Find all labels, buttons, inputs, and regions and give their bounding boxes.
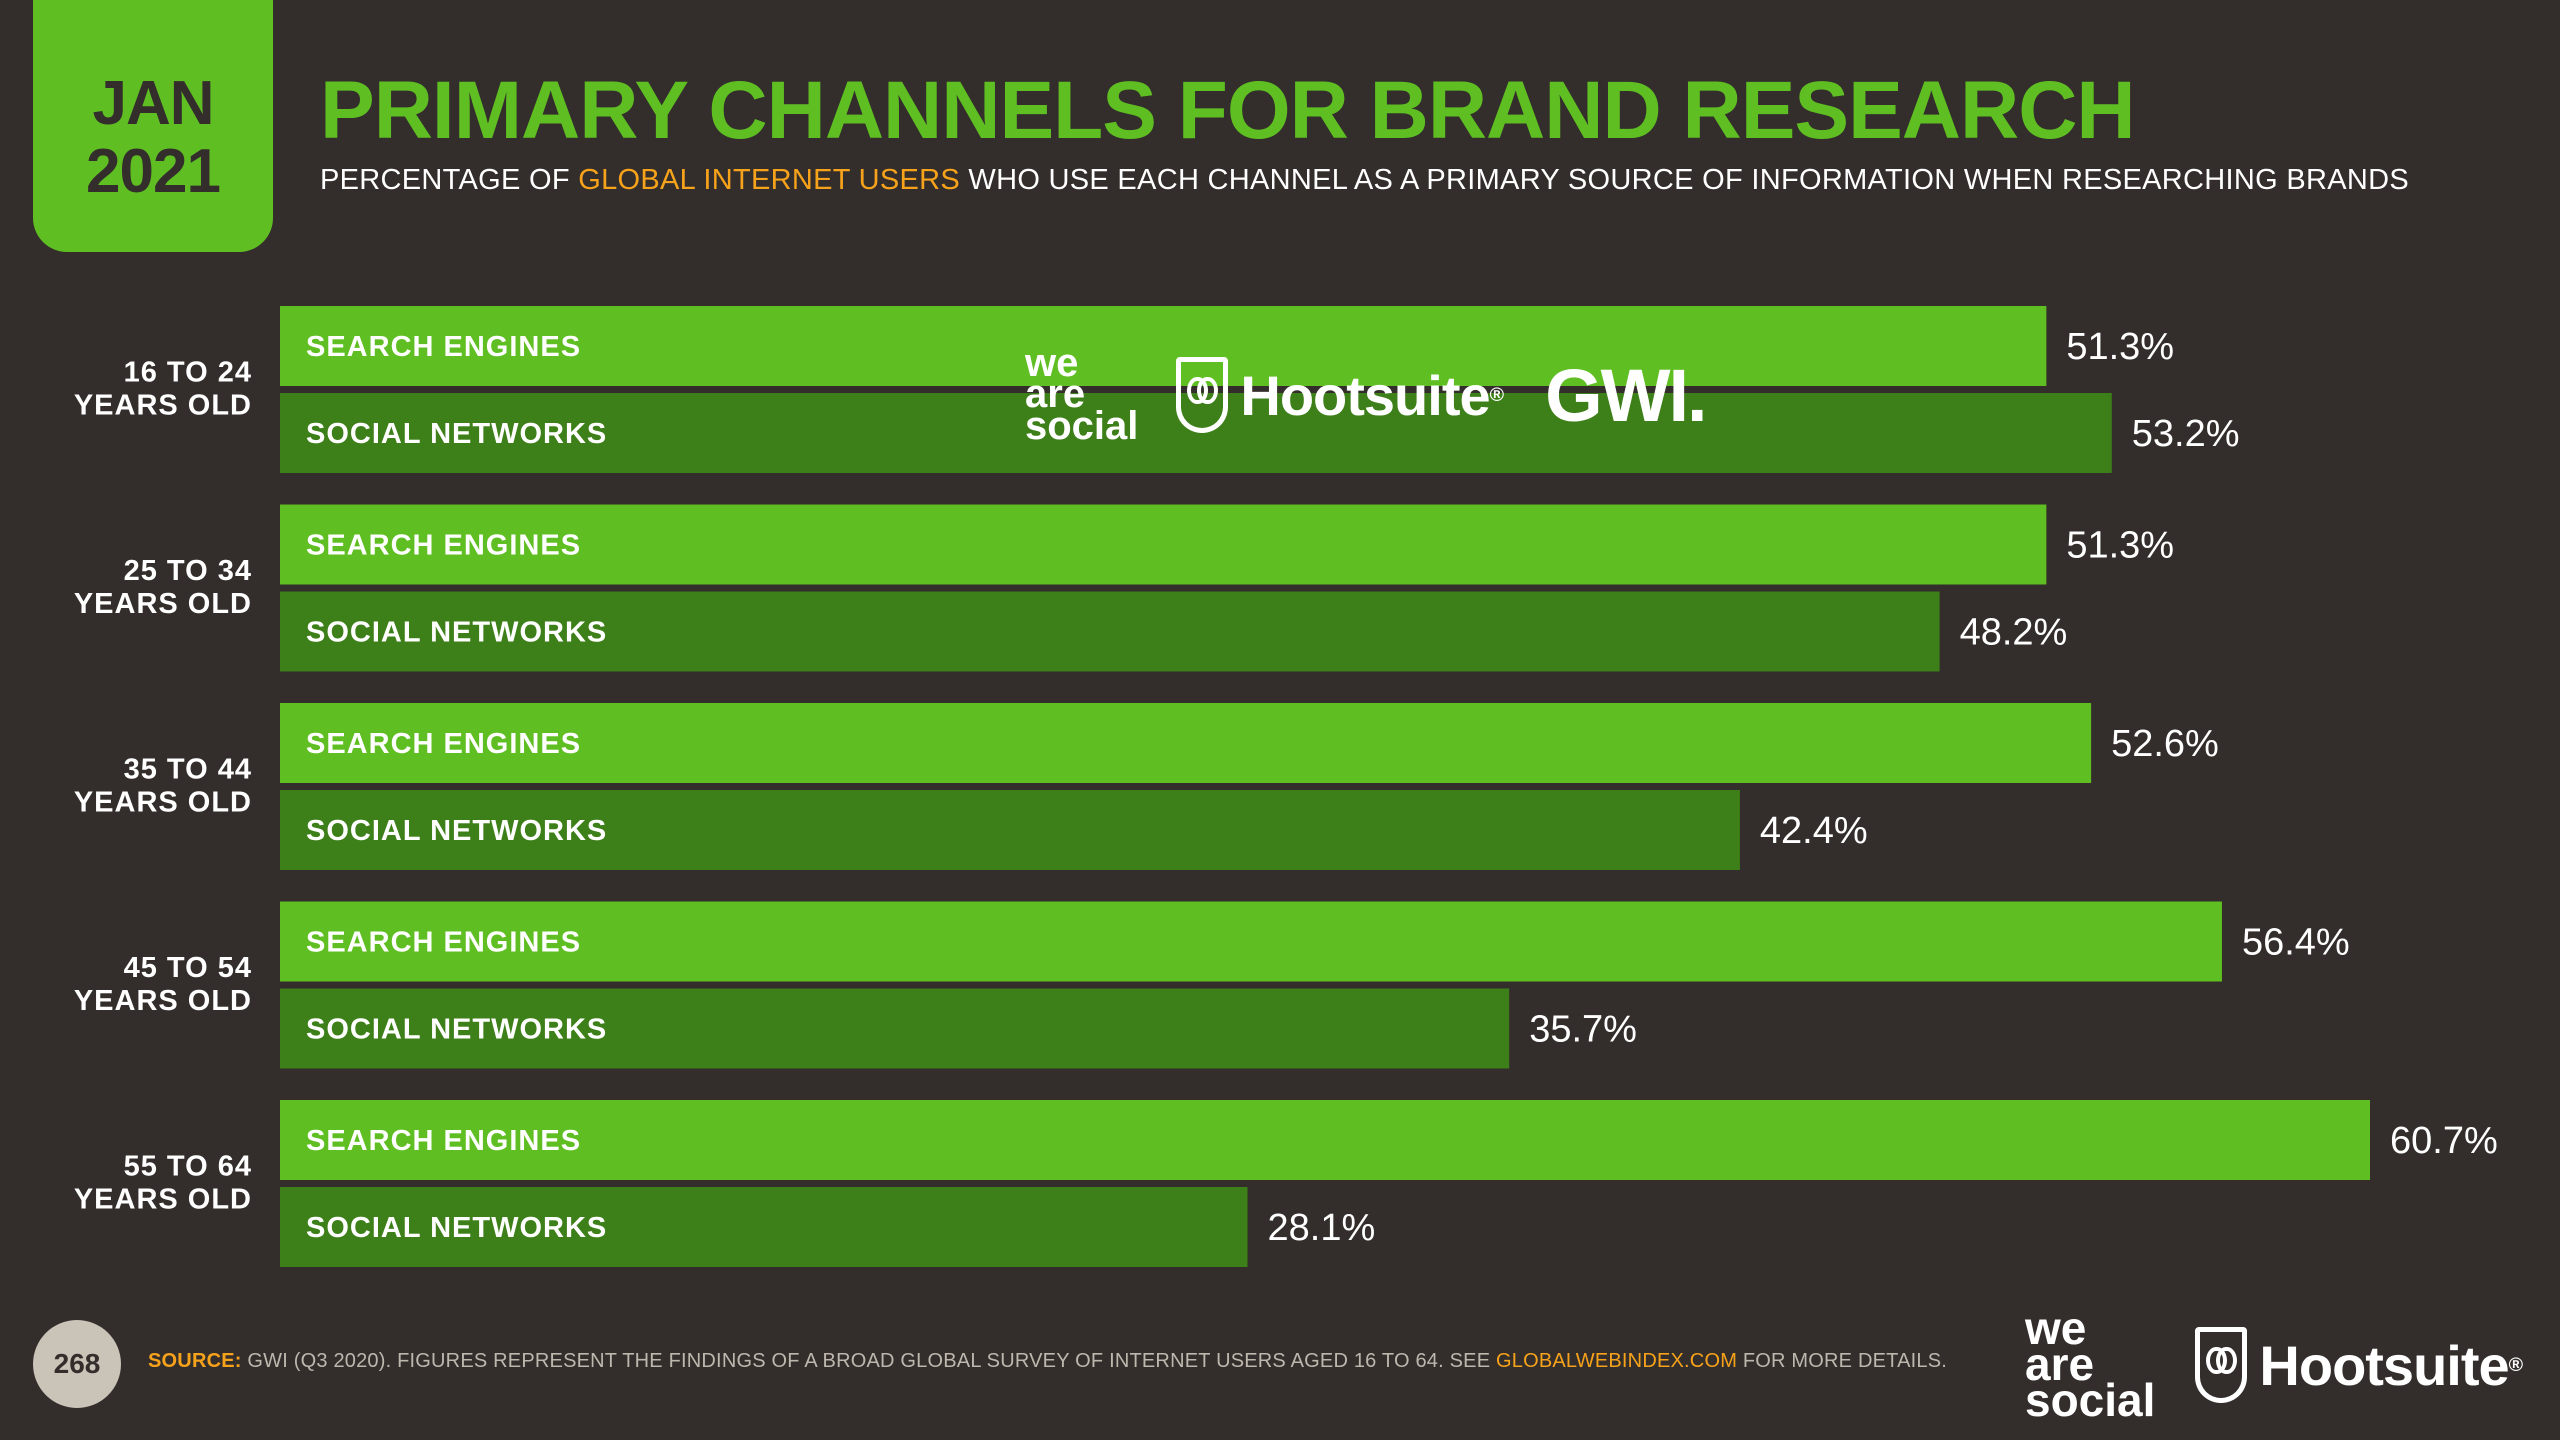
subtitle-pre: PERCENTAGE OF (320, 164, 579, 196)
category-label: 16 TO 24 (124, 357, 252, 389)
footer-logos: we are social Hootsuite ® (2025, 1305, 2523, 1423)
category-label: YEARS OLD (74, 985, 252, 1017)
source-label: SOURCE: (148, 1350, 242, 1372)
subtitle-highlight: GLOBAL INTERNET USERS (578, 164, 961, 196)
source-link[interactable]: GLOBALWEBINDEX.COM (1496, 1350, 1738, 1372)
page-title: PRIMARY CHANNELS FOR BRAND RESEARCH (320, 65, 2136, 156)
source-tail: FOR MORE DETAILS. (1737, 1350, 1947, 1372)
bar-series-label: SEARCH ENGINES (306, 530, 581, 562)
gwi-logo: GWI. (1545, 353, 1708, 437)
bar-series-label: SOCIAL NETWORKS (306, 418, 607, 450)
data-label: 42.4% (1760, 810, 1868, 852)
bar-series-label: SEARCH ENGINES (306, 728, 581, 760)
page-number: 268 (33, 1320, 121, 1408)
logo-word-social: social (1025, 403, 1139, 448)
bar-series-label: SOCIAL NETWORKS (306, 1014, 607, 1046)
source-note: SOURCE: GWI (Q3 2020). FIGURES REPRESENT… (148, 1350, 1947, 1373)
data-label: 60.7% (2390, 1120, 2498, 1162)
data-label: 56.4% (2242, 922, 2350, 964)
logo-word-are: are (1025, 372, 1086, 417)
footer-owl-icon (2195, 1327, 2248, 1403)
category-label: YEARS OLD (74, 787, 252, 819)
we-are-social-footer-logo: we are social (2025, 1302, 2156, 1426)
logo-word-we: we (1025, 341, 1079, 386)
bar-series-label: SOCIAL NETWORKS (306, 815, 607, 847)
data-label: 48.2% (1960, 612, 2068, 654)
owl-icon (1176, 357, 1229, 433)
subtitle-post: WHO USE EACH CHANNEL AS A PRIMARY SOURCE… (960, 164, 2410, 196)
badge-month: JAN (92, 69, 214, 138)
page-subtitle: PERCENTAGE OF GLOBAL INTERNET USERS WHO … (320, 164, 2409, 197)
data-label: 52.6% (2111, 723, 2219, 765)
data-label: 51.3% (2066, 525, 2174, 567)
data-label: 35.7% (1529, 1009, 1637, 1051)
bar-search (280, 1100, 2370, 1180)
source-text: GWI (Q3 2020). FIGURES REPRESENT THE FIN… (241, 1350, 1497, 1372)
bar-social (280, 591, 1940, 672)
bar-series-label: SEARCH ENGINES (306, 1125, 581, 1157)
hootsuite-logo: Hootsuite ® (1176, 357, 1504, 433)
bar-social (280, 1187, 1248, 1267)
category-label: 25 TO 34 (124, 555, 252, 587)
bar-series-label: SEARCH ENGINES (306, 927, 581, 959)
footer-logo-word-are: are (2025, 1338, 2095, 1391)
category-label: YEARS OLD (74, 1184, 252, 1216)
badge-year: 2021 (86, 137, 221, 206)
footer-hootsuite-wordmark: Hootsuite (2259, 1333, 2509, 1397)
date-badge: JAN 2021 (33, 0, 273, 252)
hootsuite-footer-logo: Hootsuite ® (2195, 1327, 2523, 1403)
bar-search (280, 703, 2092, 783)
hootsuite-wordmark: Hootsuite (1240, 363, 1490, 427)
bar-social (280, 988, 1510, 1069)
category-label: YEARS OLD (74, 588, 252, 620)
brand-logos-overlay: we are social Hootsuite ® GWI. (1025, 340, 1708, 450)
category-label: 35 TO 44 (124, 754, 252, 786)
bar-series-label: SOCIAL NETWORKS (306, 1212, 607, 1244)
data-label: 53.2% (2132, 413, 2240, 455)
category-label: YEARS OLD (74, 390, 252, 422)
data-label: 51.3% (2066, 326, 2174, 368)
bar-search (280, 504, 2047, 585)
data-label: 28.1% (1268, 1207, 1376, 1249)
category-label: 45 TO 54 (124, 952, 252, 984)
bar-social (280, 790, 1740, 870)
category-label: 55 TO 64 (124, 1151, 252, 1183)
bar-search (280, 901, 2222, 982)
footer-logo-word-social: social (2025, 1373, 2156, 1426)
we-are-social-logo: we are social (1025, 341, 1139, 448)
bar-series-label: SOCIAL NETWORKS (306, 617, 607, 649)
bar-search (280, 306, 2047, 386)
bar-series-label: SEARCH ENGINES (306, 331, 581, 363)
footer-logo-word-we: we (2025, 1302, 2087, 1355)
